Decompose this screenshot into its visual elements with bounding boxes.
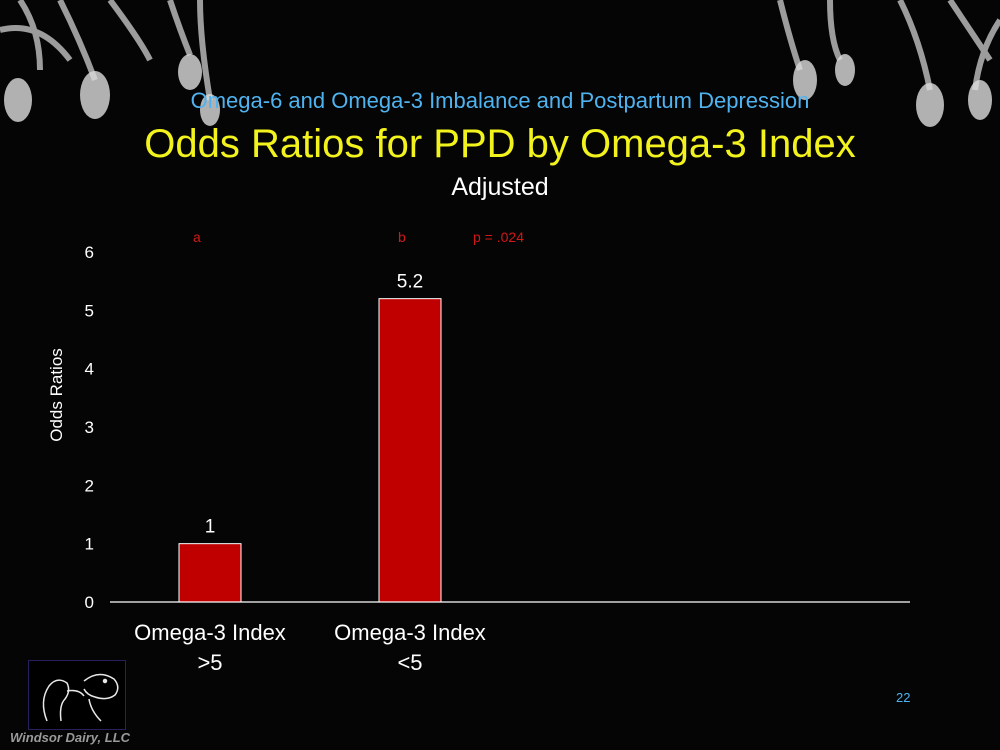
y-tick-label: 4: [85, 360, 94, 379]
y-tick-label: 2: [85, 476, 94, 495]
x-category-label: >5: [197, 650, 222, 675]
significance-label-a: a: [193, 229, 201, 245]
logo-image: [28, 660, 126, 730]
bar: [178, 543, 242, 603]
bar-data-label: 5.2: [397, 272, 423, 293]
logo-text: Windsor Dairy, LLC: [10, 730, 131, 745]
p-value-label: p = .024: [473, 229, 524, 245]
y-tick-label: 3: [85, 418, 94, 437]
hanging-ornament-left-icon: [0, 0, 220, 126]
slide-number: 22: [896, 690, 911, 705]
y-axis-title: Odds Ratios: [47, 348, 66, 442]
y-tick-label: 6: [85, 243, 94, 262]
bar: [378, 298, 442, 603]
hanging-ornament-right-icon: [777, 0, 1000, 127]
significance-label-b: b: [398, 229, 406, 245]
slide-title: Odds Ratios for PPD by Omega-3 Index: [144, 122, 856, 166]
x-category-label: <5: [397, 650, 422, 675]
slide-subtitle: Omega-6 and Omega-3 Imbalance and Postpa…: [190, 88, 810, 113]
x-category-label: Omega-3 Index: [134, 620, 286, 645]
chart-subtitle: Adjusted: [451, 173, 549, 201]
y-tick-label: 0: [85, 593, 94, 612]
mother-child-sketch-icon: [42, 673, 119, 722]
x-category-label: Omega-3 Index: [334, 620, 486, 645]
bar-data-label: 1: [205, 517, 216, 538]
y-tick-label: 5: [85, 301, 94, 320]
y-tick-label: 1: [85, 535, 94, 554]
